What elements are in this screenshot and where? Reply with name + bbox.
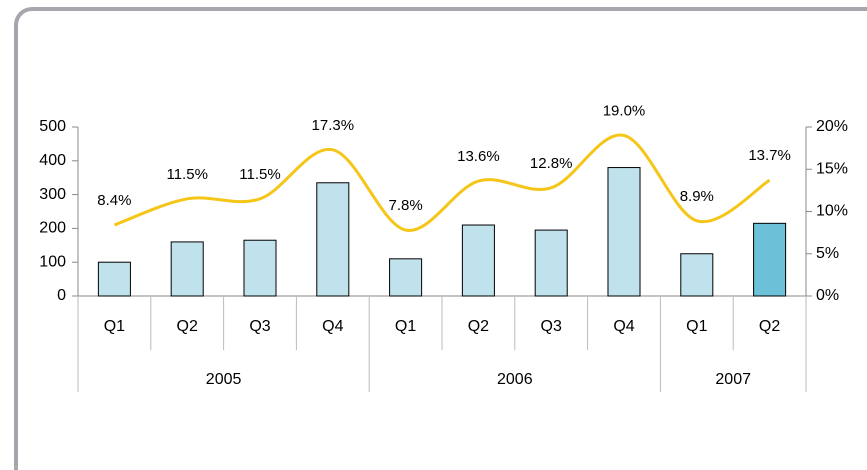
frame <box>14 7 867 470</box>
y2-tick-label: 10% <box>816 203 848 220</box>
bar <box>243 239 277 297</box>
x-tick-label: Q4 <box>322 318 343 335</box>
y-tick-label: 0 <box>57 287 66 304</box>
y2-tick-label: 15% <box>816 160 848 177</box>
x-tick-label: Q2 <box>177 318 198 335</box>
group-label: 2005 <box>206 371 242 388</box>
data-label: 7.8% <box>388 197 422 214</box>
bar <box>389 258 423 297</box>
bar <box>97 261 131 297</box>
x-tick-label: Q1 <box>395 318 416 335</box>
bar <box>680 253 714 297</box>
x-tick-label: Q3 <box>541 318 562 335</box>
bar <box>607 167 641 297</box>
bar <box>753 222 787 297</box>
bar <box>170 241 204 297</box>
group-label: 2006 <box>497 371 533 388</box>
x-tick-label: Q4 <box>613 318 634 335</box>
line <box>113 133 771 232</box>
y2-tick-label: 20% <box>816 118 848 135</box>
data-label: 12.8% <box>530 155 573 172</box>
group-label: 2007 <box>715 371 751 388</box>
y-tick-label: 500 <box>39 118 66 135</box>
y-tick-label: 300 <box>39 186 66 203</box>
y2-tick-label: 0% <box>816 287 839 304</box>
y-tick-label: 200 <box>39 220 66 237</box>
data-label: 11.5% <box>166 166 207 183</box>
x-tick-label: Q1 <box>686 318 707 335</box>
data-label: 8.9% <box>680 188 714 205</box>
y-tick-label: 400 <box>39 152 66 169</box>
bar <box>534 229 568 297</box>
y-tick-label: 100 <box>39 253 66 270</box>
x-tick-label: Q1 <box>104 318 125 335</box>
x-tick-label: Q2 <box>759 318 780 335</box>
x-tick-label: Q2 <box>468 318 489 335</box>
x-tick-label: Q3 <box>249 318 270 335</box>
data-label: 13.7% <box>748 147 791 164</box>
data-label: 17.3% <box>312 117 355 134</box>
data-label: 8.4% <box>97 192 131 209</box>
data-label: 11.5% <box>239 166 280 183</box>
bar <box>461 224 495 297</box>
data-label: 13.6% <box>457 148 500 165</box>
data-label: 19.0% <box>603 102 646 119</box>
bar <box>316 182 350 297</box>
y2-tick-label: 5% <box>816 245 839 262</box>
